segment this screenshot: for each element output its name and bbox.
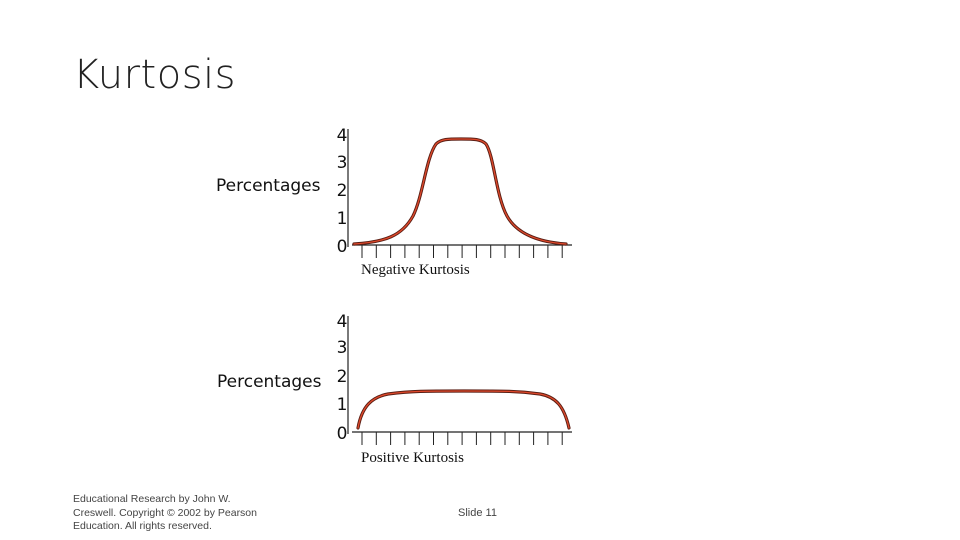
chart1-caption: Negative Kurtosis [361, 262, 470, 278]
chart2-y-tick-1: 1 [336, 395, 348, 415]
chart2-caption: Positive Kurtosis [361, 450, 464, 466]
chart1-y-tick-2: 2 [336, 181, 348, 201]
chart2-y-tick-2: 2 [336, 367, 348, 387]
chart1-y-tick-1: 1 [336, 209, 348, 229]
slide-title: Kurtosis [73, 52, 236, 98]
chart2-y-axis-label: Percentages [217, 372, 322, 392]
chart2-flat-curve [356, 389, 571, 430]
chart2-axes [347, 316, 572, 445]
chart1-axes [347, 129, 572, 258]
curve-outline [356, 389, 571, 430]
copyright-footer: Educational Research by John W. Creswell… [73, 493, 257, 532]
chart2-y-tick-0: 0 [336, 424, 348, 444]
curve-line [357, 390, 570, 429]
chart1-y-tick-4: 4 [336, 126, 348, 146]
chart2-y-tick-3: 3 [336, 338, 348, 358]
chart1-peaked-curve [352, 137, 568, 246]
curve-outline [352, 137, 568, 246]
chart1-y-tick-3: 3 [336, 153, 348, 173]
chart1-x-ticks [361, 245, 563, 258]
chart1-y-axis-label: Percentages [216, 176, 321, 196]
slide-number: Slide 11 [458, 507, 497, 519]
chart2-y-tick-4: 4 [336, 312, 348, 332]
chart2-x-ticks [361, 432, 563, 445]
curve-line [353, 138, 567, 245]
chart1-y-tick-0: 0 [336, 237, 348, 257]
